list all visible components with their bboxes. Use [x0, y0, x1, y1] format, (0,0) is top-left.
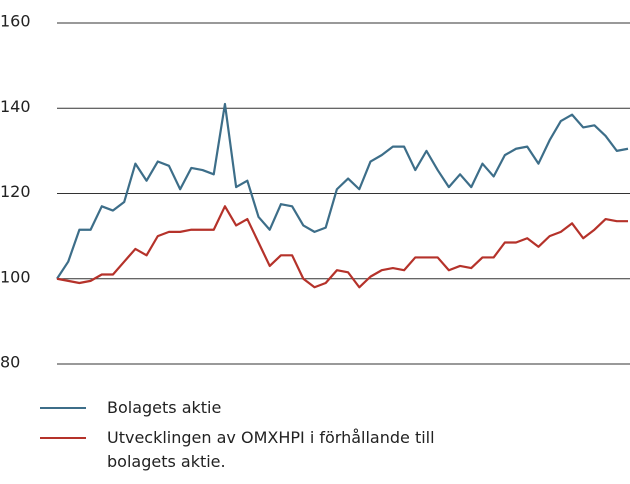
y-tick-label: 160 [0, 12, 31, 31]
line-series [56, 205, 628, 289]
legend: Bolagets aktie Utvecklingen av OMXHPI i f… [40, 396, 447, 480]
legend-swatch [40, 407, 86, 409]
y-tick-label: 80 [0, 353, 20, 372]
legend-item: Utvecklingen av OMXHPI i förhållande til… [40, 426, 447, 474]
legend-label: Bolagets aktie [107, 398, 222, 417]
line-series [56, 102, 629, 280]
legend-label: Utvecklingen av OMXHPI i förhållande til… [107, 428, 435, 471]
y-tick-label: 140 [0, 97, 31, 116]
y-tick-label: 100 [0, 267, 31, 286]
y-tick-label: 120 [0, 182, 31, 201]
legend-item: Bolagets aktie [40, 396, 447, 420]
chart: 80 100 120 140 160 [0, 12, 630, 372]
legend-swatch [40, 437, 86, 439]
